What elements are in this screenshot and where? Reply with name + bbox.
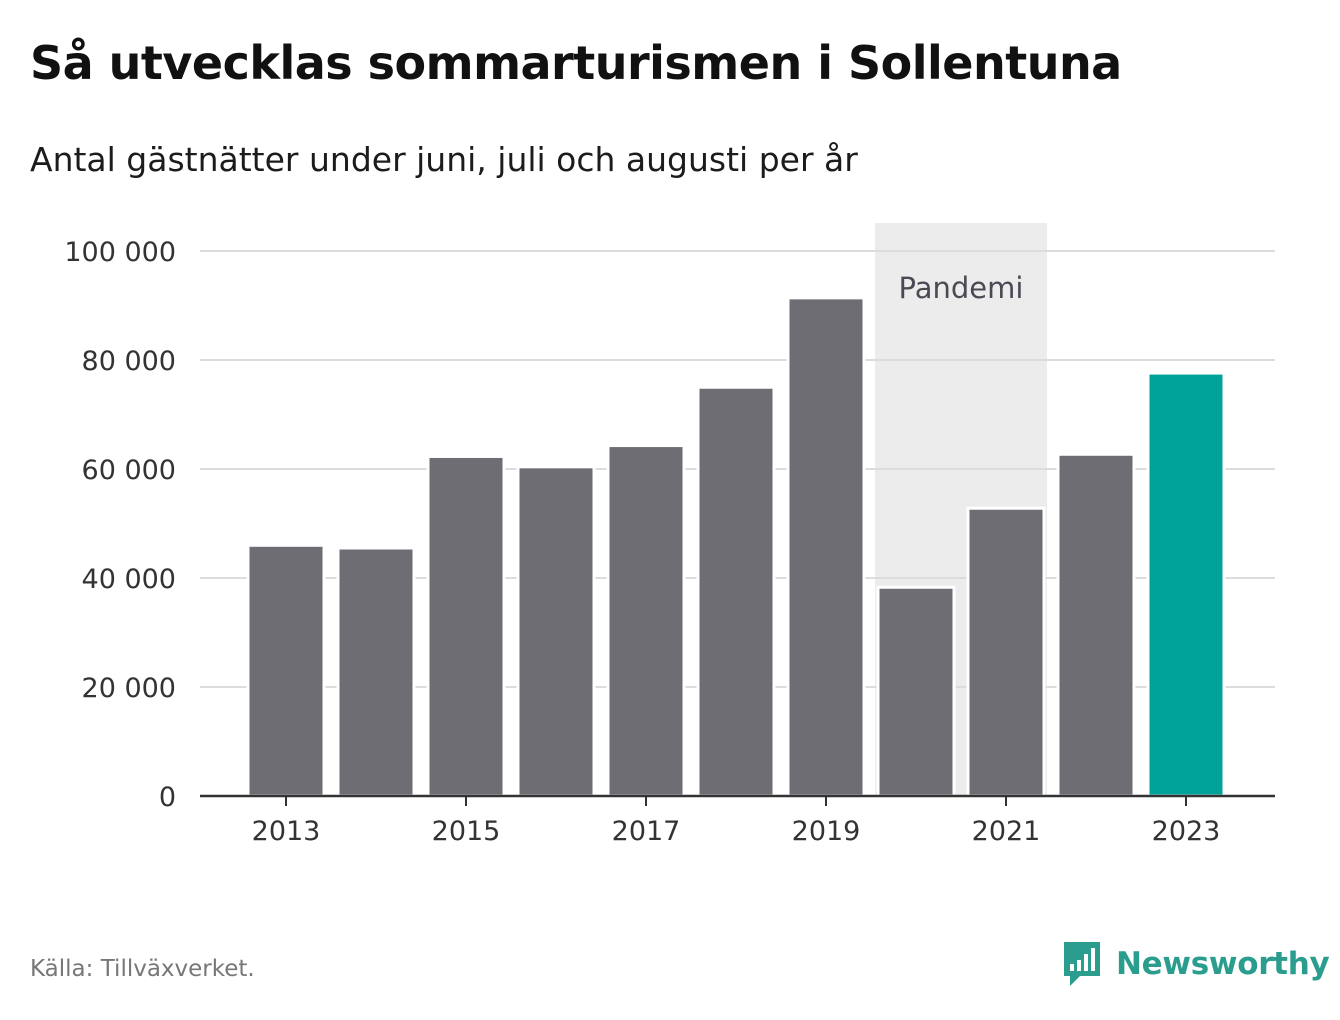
y-tick-label: 100 000 xyxy=(64,237,176,268)
x-tick-label: 2015 xyxy=(432,816,501,847)
bar-2015 xyxy=(426,454,506,798)
chart-bubble-icon xyxy=(1064,942,1100,986)
y-tick-label: 60 000 xyxy=(82,455,176,486)
source-note: Källa: Tillväxverket. xyxy=(30,956,255,982)
bars xyxy=(246,296,1226,798)
x-tick-label: 2021 xyxy=(972,816,1041,847)
bar-2023 xyxy=(1146,371,1226,798)
x-tick-label: 2017 xyxy=(612,816,681,847)
pandemic-label: Pandemi xyxy=(899,271,1024,305)
y-tick-label: 20 000 xyxy=(82,673,176,704)
bar-2021 xyxy=(966,506,1046,798)
bar-2019 xyxy=(786,296,866,798)
brand-name: Newsworthy xyxy=(1116,946,1330,982)
bar-2022 xyxy=(1056,452,1136,798)
bar-2020 xyxy=(876,585,956,798)
bar-2017 xyxy=(606,444,686,798)
chart-title: Så utvecklas sommarturismen i Sollentuna xyxy=(30,36,1122,90)
x-tick-label: 2013 xyxy=(252,816,321,847)
y-tick-label: 0 xyxy=(159,782,176,813)
bar-2016 xyxy=(516,465,596,798)
y-tick-label: 80 000 xyxy=(82,346,176,377)
chart-subtitle: Antal gästnätter under juni, juli och au… xyxy=(30,140,858,179)
bar-2014 xyxy=(336,546,416,798)
y-tick-label: 40 000 xyxy=(82,564,176,595)
axis-labels: 0 20 000 40 000 60 000 80 000 100 000 2013 2015… xyxy=(64,237,1220,847)
bar-2018 xyxy=(696,385,776,798)
x-tick-label: 2019 xyxy=(792,816,861,847)
bar-chart: Pandemi 0 20 000 40 000 60 000 80 000 100 000… xyxy=(64,223,1275,847)
x-tick-label: 2023 xyxy=(1152,816,1221,847)
bar-2013 xyxy=(246,543,326,798)
newsworthy-logo: Newsworthy xyxy=(1062,940,1330,988)
axes xyxy=(200,794,1275,806)
